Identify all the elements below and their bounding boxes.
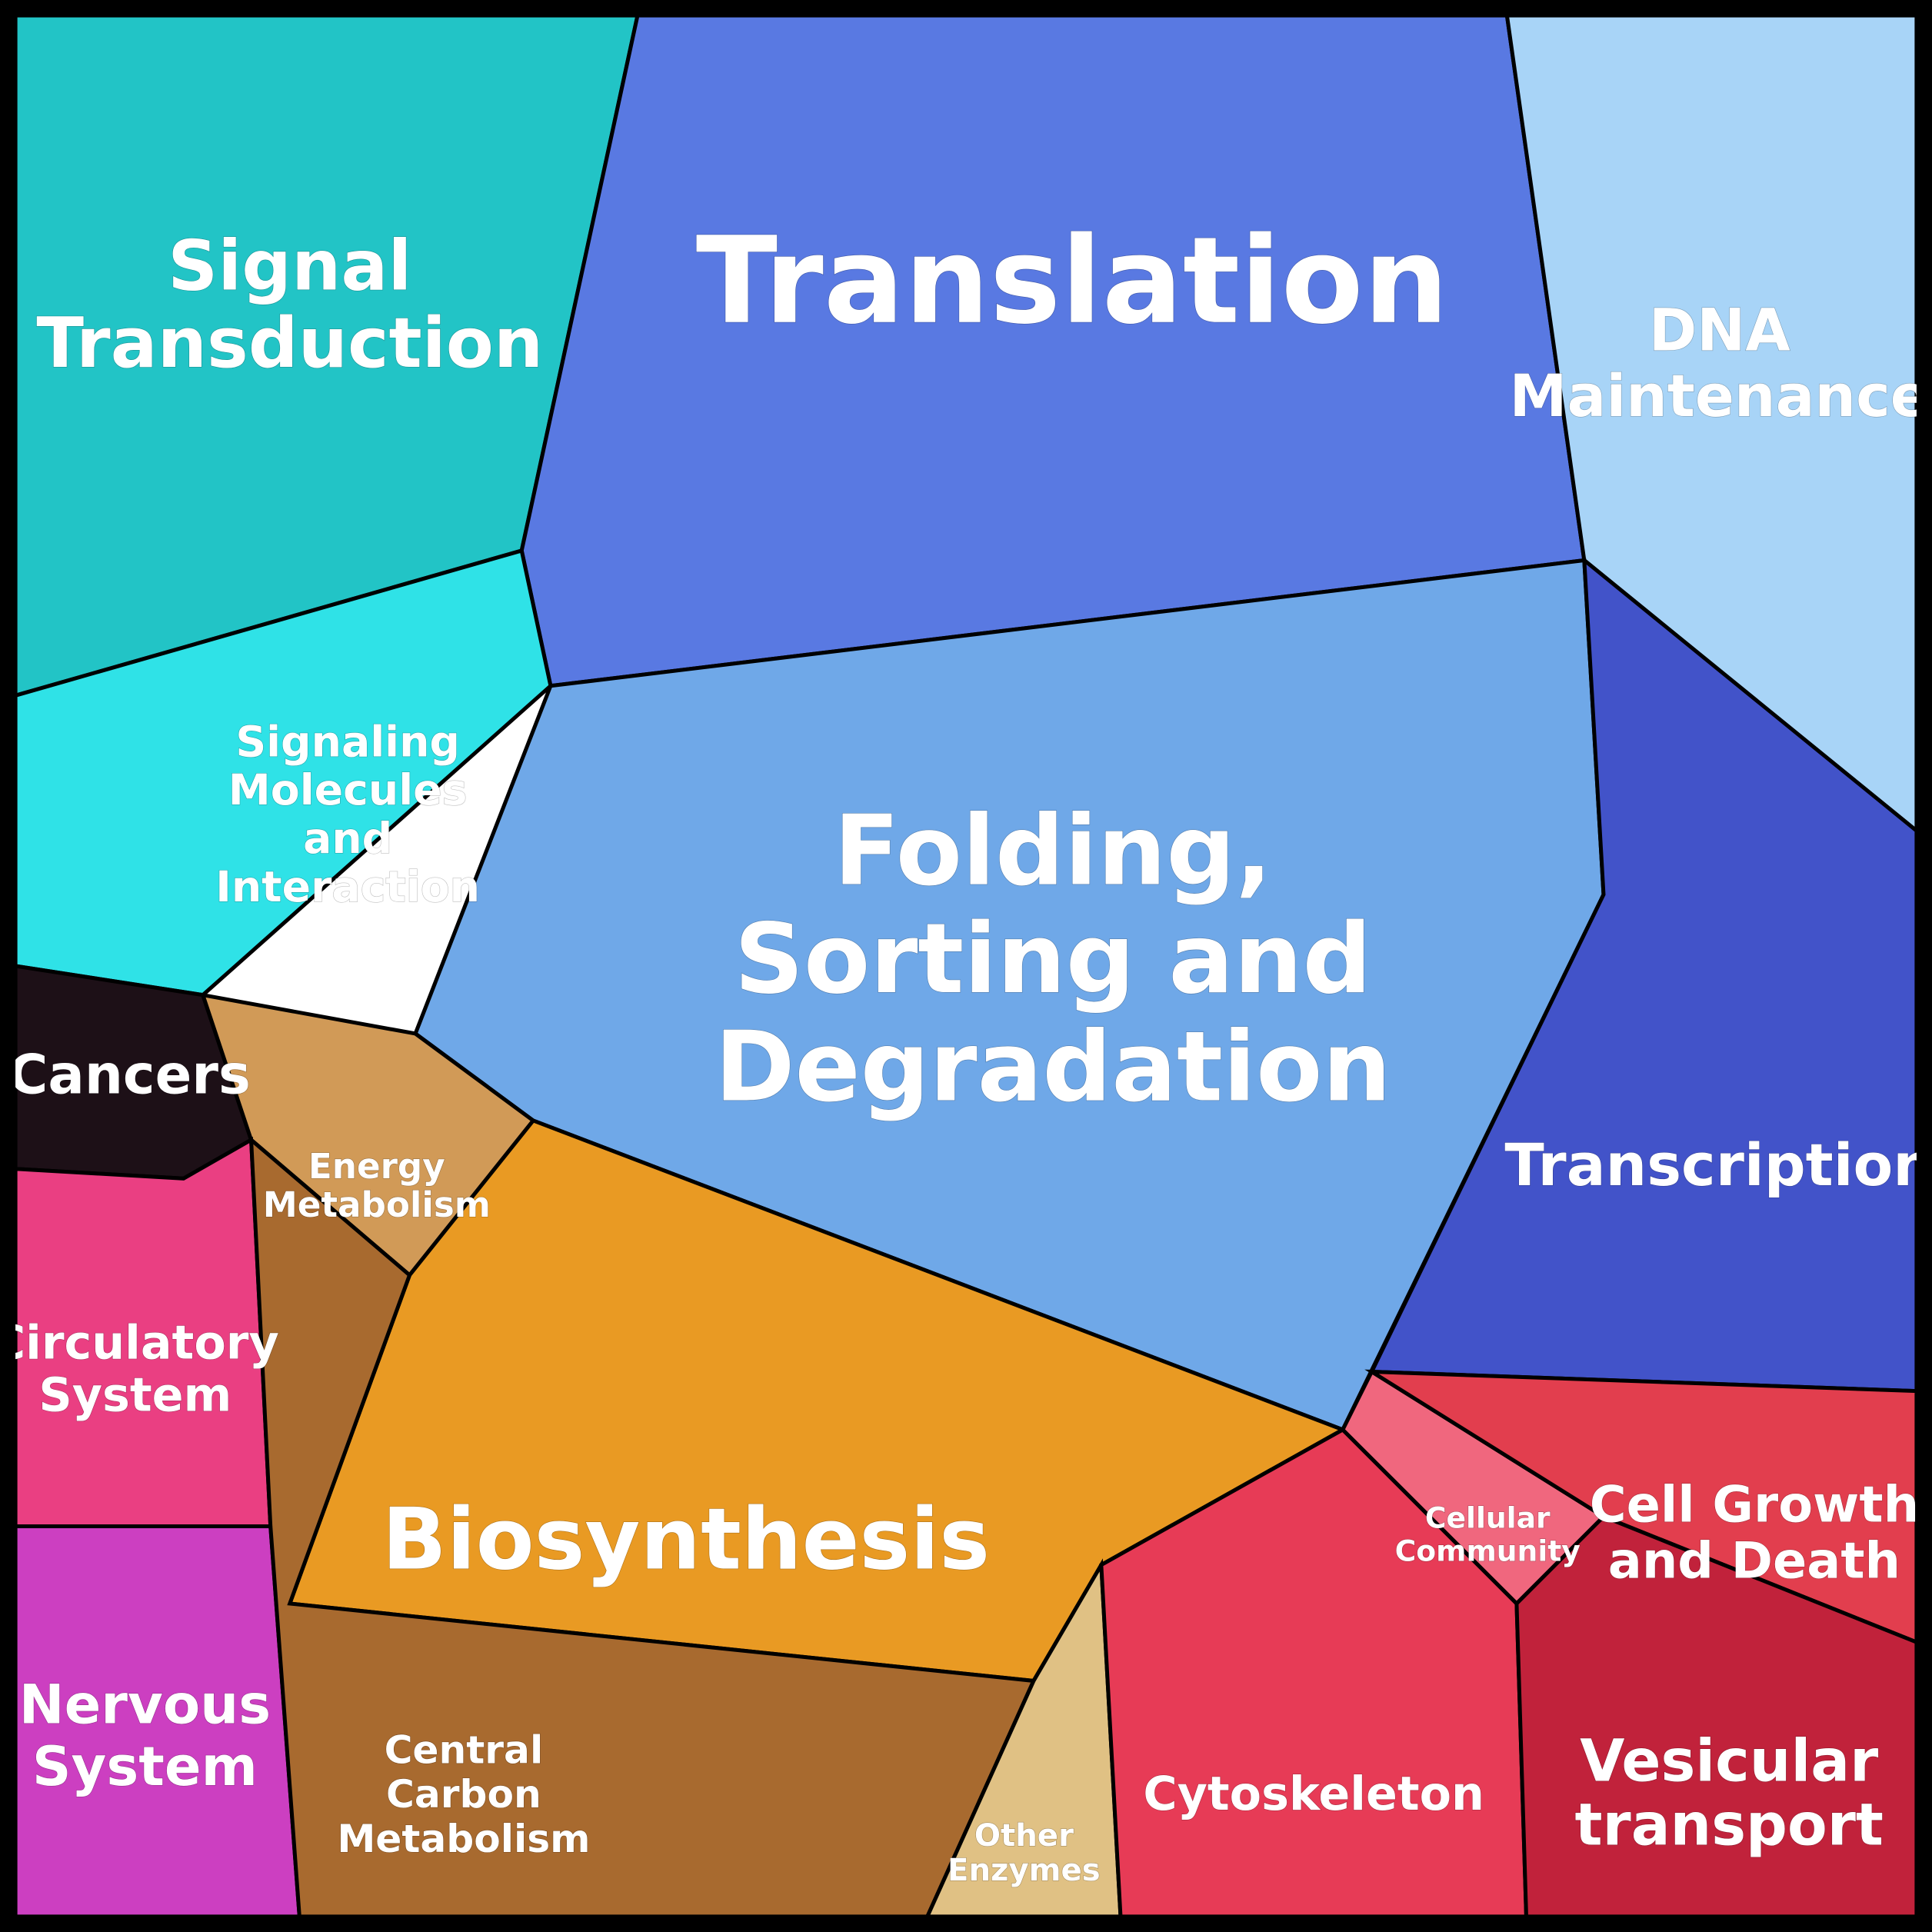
label-cell-growth-and-death: Cell Growthand Death: [1590, 1476, 1919, 1591]
label-biosynthesis: Biosynthesis: [382, 1491, 990, 1590]
label-vesicular-transport: Vesiculartransport: [1575, 1727, 1884, 1858]
voronoi-treemap: SignalTransductionTranslationDNAMaintena…: [0, 0, 1932, 1932]
label-signaling-molecules-interaction: SignalingMoleculesandInteraction: [215, 718, 480, 912]
label-transcription: Transcription: [1504, 1131, 1932, 1198]
label-translation: Translation: [696, 211, 1449, 351]
label-cancers: Cancers: [8, 1043, 251, 1106]
label-cytoskeleton: Cytoskeleton: [1143, 1767, 1484, 1821]
label-nervous-system: NervousSystem: [19, 1673, 271, 1797]
